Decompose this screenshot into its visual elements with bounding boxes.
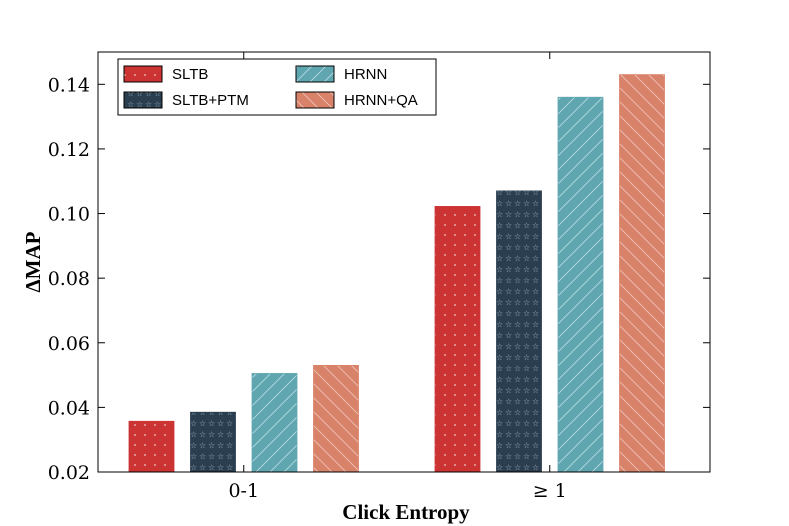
legend-label-sltb-ptm: SLTB+PTM [172, 92, 249, 109]
bar-sltb-ptm-2 [496, 190, 542, 473]
legend-box [117, 58, 437, 116]
y-tick-label: 0.10 [48, 204, 90, 226]
legend-label-hrnn: HRNN [344, 66, 387, 83]
legend-swatch-sltb [123, 65, 163, 83]
x-axis-title: Click Entropy [342, 500, 470, 524]
bar-sltb-ptm-1 [190, 411, 236, 473]
x-tick-label: ≥ 1 [533, 480, 567, 502]
bar-sltb-1 [128, 420, 175, 473]
y-tick-label: 0.12 [48, 139, 90, 161]
x-axis-ticks: 0-1 ≥ 1 [228, 52, 567, 502]
y-tick-label: 0.04 [48, 397, 90, 419]
y-tick-label: 0.02 [48, 462, 90, 484]
bar-hrnn-qa-2 [619, 74, 665, 473]
y-tick-label: 0.06 [48, 333, 90, 355]
legend-swatch-sltb-ptm [123, 91, 163, 109]
y-tick-label: 0.14 [48, 74, 90, 96]
legend-label-sltb: SLTB [172, 66, 208, 83]
bar-sltb-2 [434, 206, 481, 473]
legend-label-hrnn-qa: HRNN+QA [344, 92, 418, 109]
bar-hrnn-2 [557, 96, 604, 473]
y-axis-title: ΔMAP [21, 231, 45, 292]
legend-swatch-hrnn-qa [295, 91, 335, 109]
legend-swatch-hrnn [295, 65, 335, 83]
legend: SLTB SLTB+PTM HRNN HRNN+QA [117, 58, 437, 116]
plot-frame [97, 51, 711, 473]
bars-group [128, 74, 665, 473]
bar-hrnn-1 [251, 373, 298, 473]
y-axis-ticks: 0.02 0.04 0.06 0.08 0.10 0.12 0.14 [48, 74, 710, 484]
y-tick-label: 0.08 [48, 268, 90, 290]
bar-hrnn-qa-1 [313, 364, 359, 473]
x-tick-label: 0-1 [228, 480, 259, 502]
